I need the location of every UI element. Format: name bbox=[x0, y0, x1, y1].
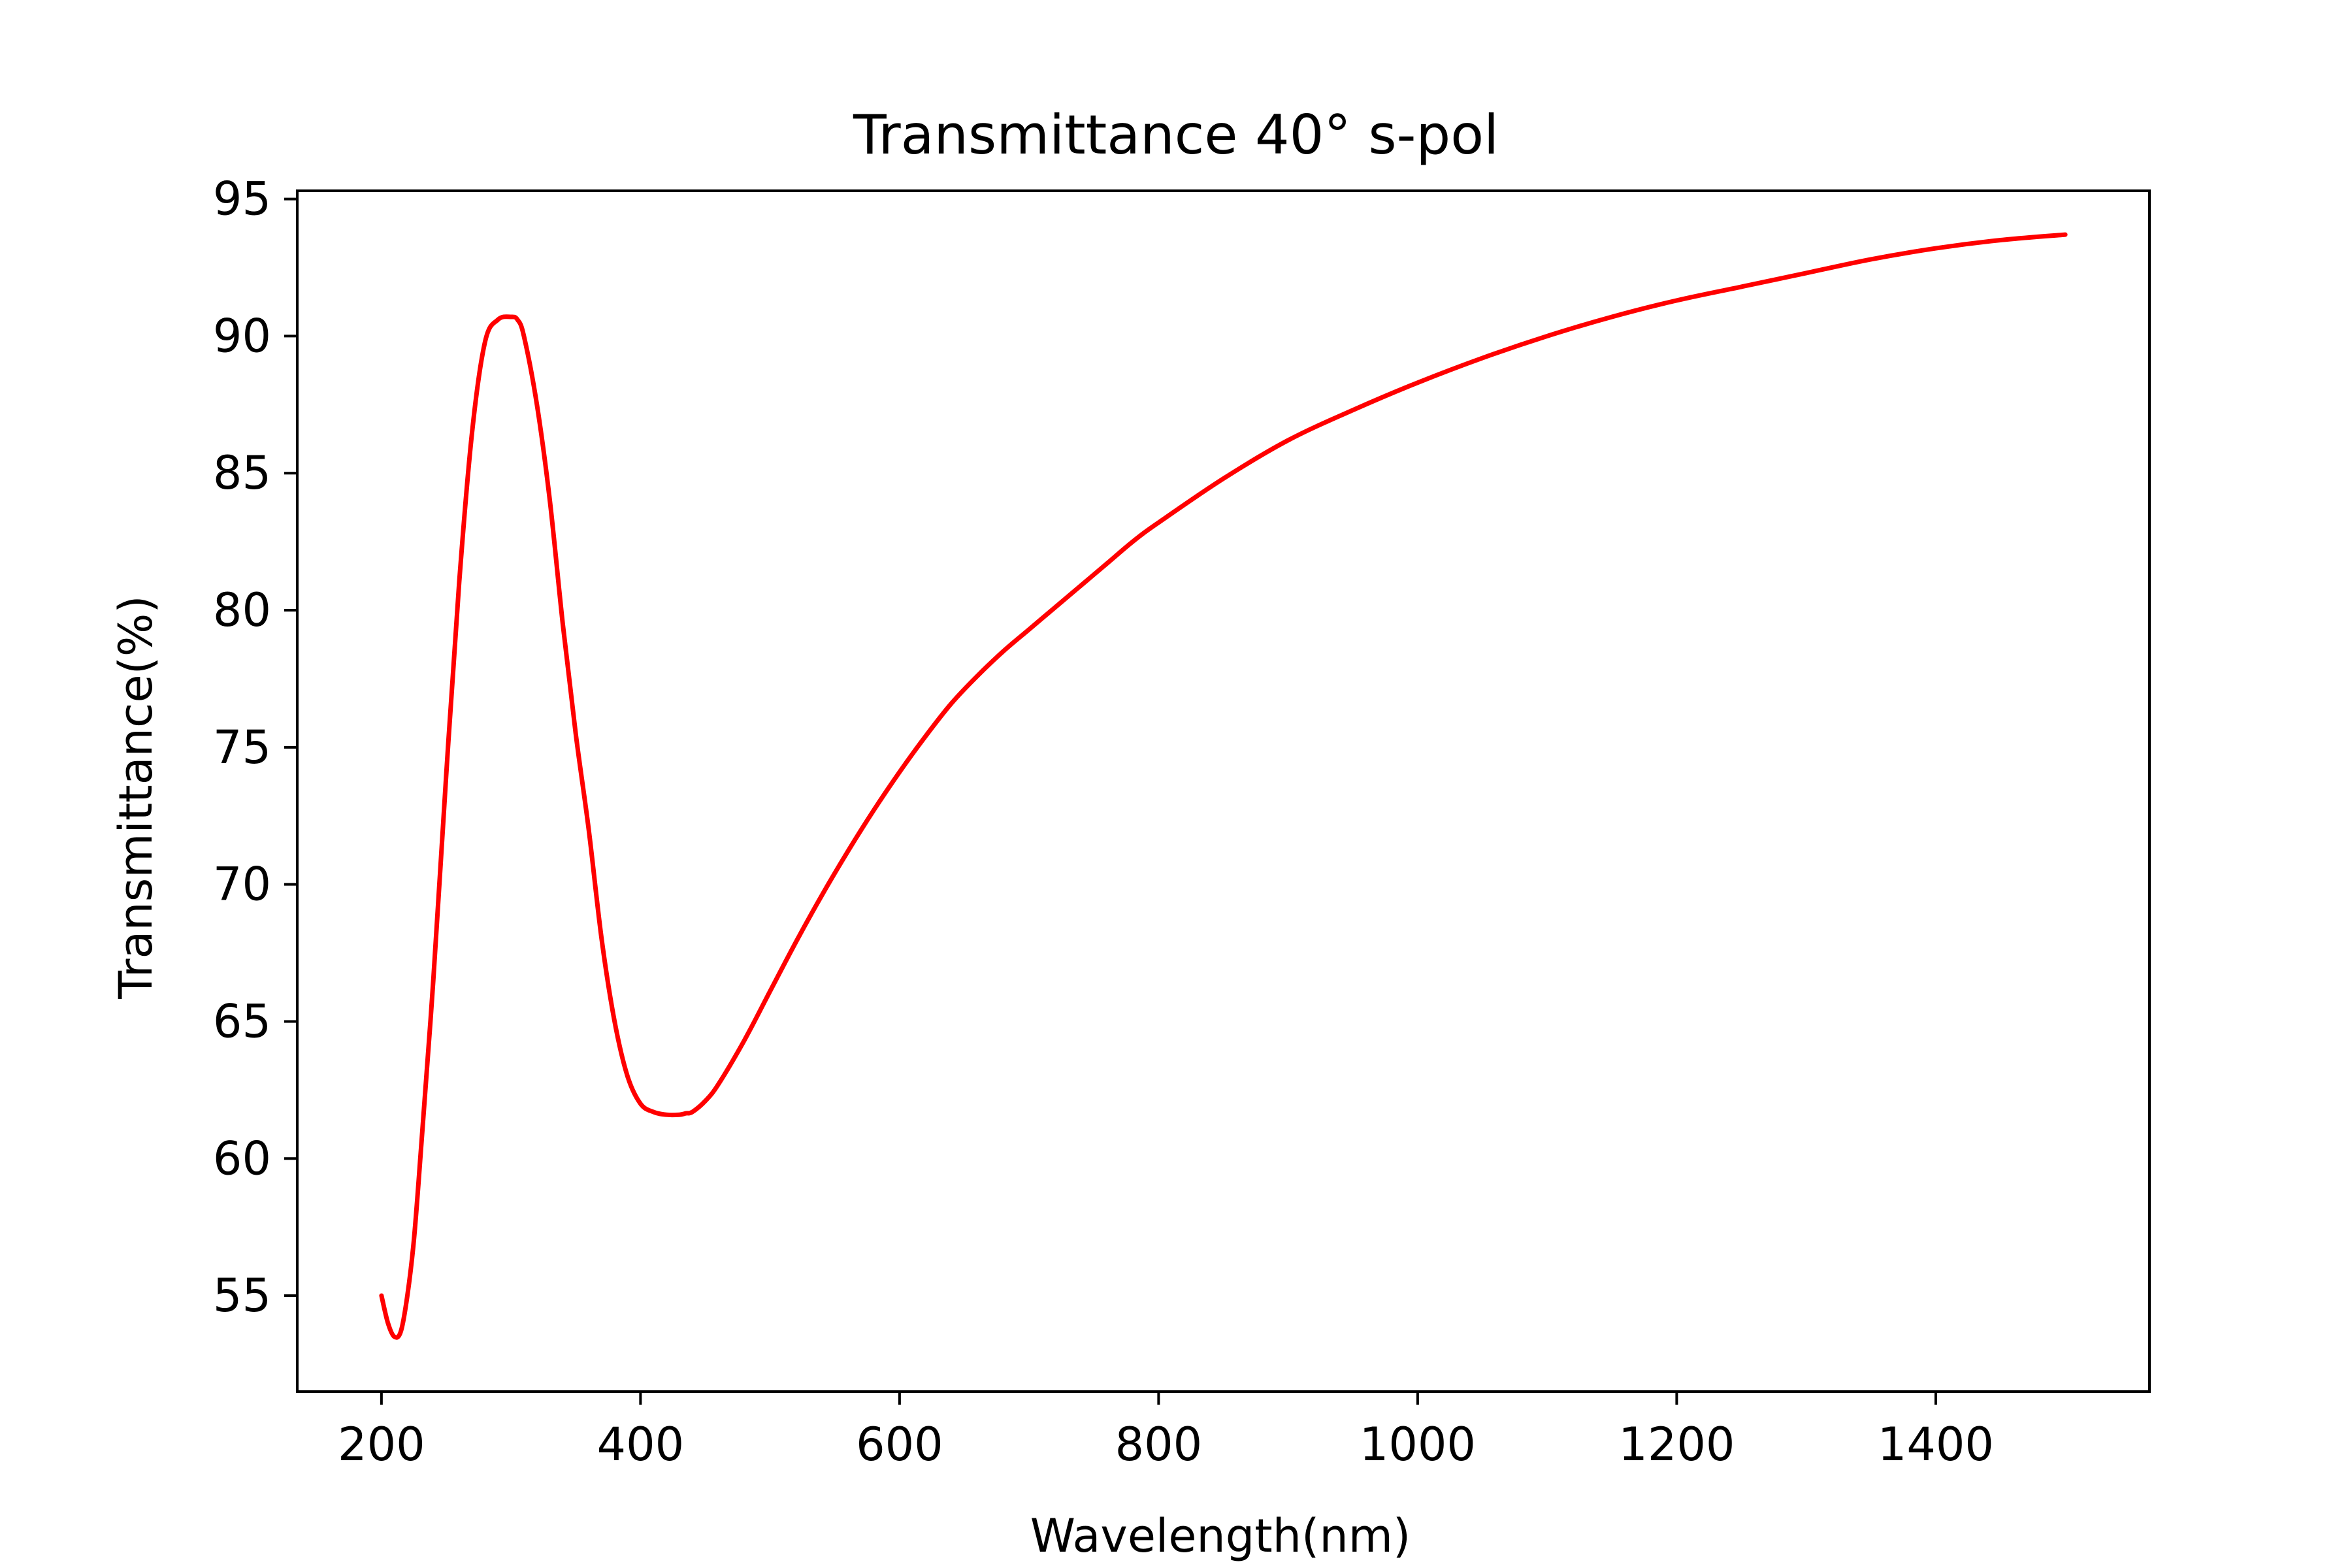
x-tick-label: 1400 bbox=[1878, 1418, 1994, 1471]
x-tick-label: 200 bbox=[338, 1418, 425, 1471]
y-tick-label: 65 bbox=[213, 994, 271, 1048]
y-tick-label: 95 bbox=[213, 172, 271, 226]
x-tick-label: 1000 bbox=[1360, 1418, 1476, 1471]
plot-area-frame bbox=[296, 189, 2151, 1393]
x-tick-label: 600 bbox=[856, 1418, 943, 1471]
x-axis-label: Wavelength(nm) bbox=[1030, 1509, 1411, 1563]
x-axis: 200 400 600 800 1000 1200 1400 bbox=[338, 1392, 1994, 1471]
chart-title: Transmittance 40° s-pol bbox=[853, 103, 1499, 167]
y-tick-label: 75 bbox=[213, 721, 271, 774]
x-tick-label: 400 bbox=[597, 1418, 685, 1471]
x-tick-label: 1200 bbox=[1618, 1418, 1735, 1471]
y-tick-label: 60 bbox=[213, 1132, 271, 1185]
y-tick-label: 70 bbox=[213, 858, 271, 911]
y-tick-label: 90 bbox=[213, 309, 271, 363]
x-tick-label: 800 bbox=[1115, 1418, 1203, 1471]
y-axis: 55 60 65 70 75 80 85 90 95 bbox=[213, 172, 297, 1322]
y-axis-label: Transmittance(%) bbox=[109, 595, 163, 999]
y-tick-label: 85 bbox=[213, 446, 271, 500]
transmittance-series-line bbox=[379, 232, 2068, 1340]
y-tick-label: 55 bbox=[213, 1269, 271, 1322]
y-tick-label: 80 bbox=[213, 583, 271, 637]
